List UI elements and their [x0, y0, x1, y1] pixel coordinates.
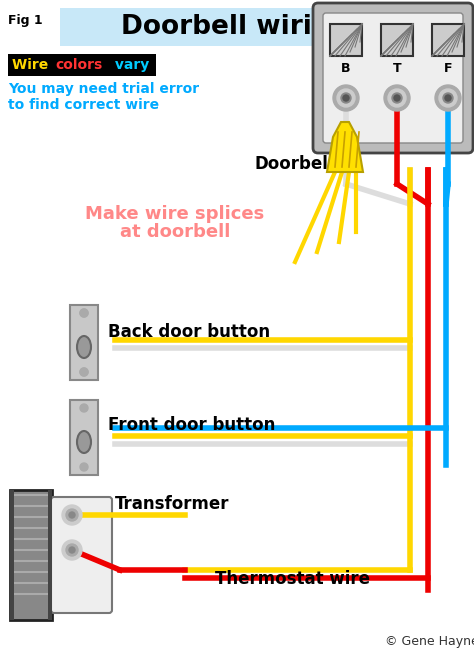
Circle shape: [66, 544, 78, 556]
Circle shape: [341, 93, 351, 103]
Text: to find correct wire: to find correct wire: [8, 98, 159, 112]
Bar: [381, 24, 413, 56]
Text: You may need trial error: You may need trial error: [8, 82, 199, 96]
Bar: [48, 490, 52, 620]
Circle shape: [333, 85, 359, 111]
FancyBboxPatch shape: [323, 13, 463, 143]
Bar: [70, 305, 98, 380]
Text: Transformer: Transformer: [115, 495, 229, 513]
Circle shape: [62, 505, 82, 525]
Circle shape: [66, 509, 78, 521]
Circle shape: [392, 93, 402, 103]
Text: at doorbell: at doorbell: [120, 223, 230, 241]
Text: Make wire splices: Make wire splices: [85, 205, 264, 223]
Bar: [432, 24, 464, 56]
Circle shape: [69, 547, 75, 553]
Text: Wire: Wire: [12, 58, 53, 72]
Circle shape: [394, 95, 400, 101]
Circle shape: [443, 93, 453, 103]
Circle shape: [439, 89, 457, 107]
Circle shape: [80, 463, 88, 471]
Text: Back door button: Back door button: [108, 323, 270, 341]
Text: Doorbell: Doorbell: [255, 155, 335, 173]
FancyBboxPatch shape: [313, 3, 473, 153]
Bar: [8, 54, 156, 76]
Circle shape: [384, 85, 410, 111]
Text: F: F: [444, 62, 452, 75]
Text: T: T: [392, 62, 401, 75]
Bar: [330, 24, 362, 56]
Ellipse shape: [77, 336, 91, 358]
Text: Doorbell wiring: Doorbell wiring: [121, 14, 349, 40]
Text: colors: colors: [55, 58, 102, 72]
Ellipse shape: [77, 431, 91, 453]
FancyBboxPatch shape: [51, 497, 112, 613]
Text: Thermostat wire: Thermostat wire: [215, 570, 370, 588]
Text: © Gene Haynes: © Gene Haynes: [385, 635, 474, 648]
Circle shape: [69, 512, 75, 518]
Circle shape: [337, 89, 355, 107]
Circle shape: [62, 540, 82, 560]
Text: B: B: [341, 62, 351, 75]
Circle shape: [343, 95, 349, 101]
Bar: [10, 490, 52, 620]
Text: Fig 1: Fig 1: [8, 14, 43, 27]
Circle shape: [80, 309, 88, 317]
Circle shape: [80, 368, 88, 376]
Bar: [60, 8, 410, 46]
Text: Front door button: Front door button: [108, 416, 275, 434]
Text: vary: vary: [110, 58, 149, 72]
Bar: [10, 490, 14, 620]
Circle shape: [435, 85, 461, 111]
Circle shape: [80, 404, 88, 412]
Polygon shape: [327, 122, 363, 172]
Bar: [70, 400, 98, 475]
Circle shape: [388, 89, 406, 107]
Circle shape: [445, 95, 451, 101]
